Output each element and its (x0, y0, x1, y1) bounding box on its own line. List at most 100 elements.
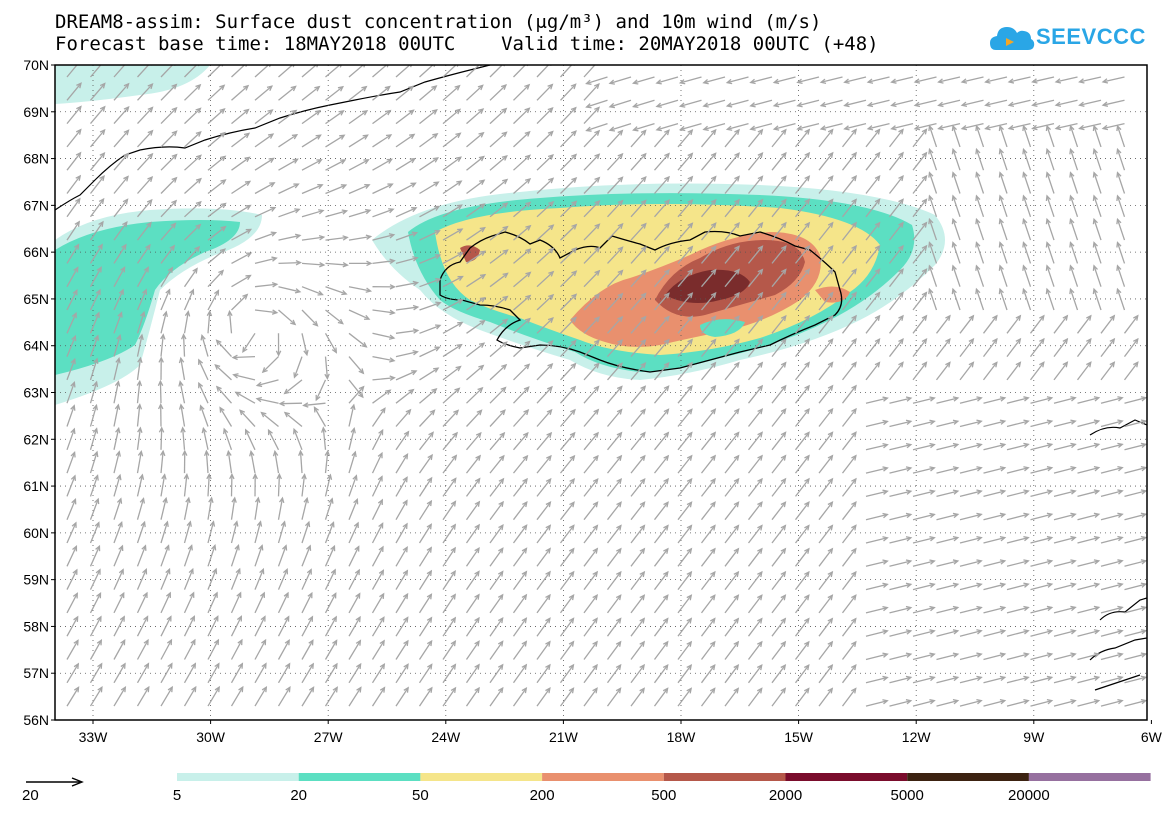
wind-arrow (960, 122, 984, 131)
seevccc-logo: SEEVCCC (988, 20, 1145, 56)
wind-arrow (89, 197, 105, 218)
wind-arrow (583, 339, 600, 358)
wind-arrow (1053, 337, 1069, 357)
wind-arrow (818, 128, 834, 148)
wind-arrow (184, 130, 202, 148)
colorbar-label: 50 (412, 787, 429, 804)
wind-arrow (465, 616, 480, 637)
wind-arrow (983, 466, 1007, 474)
lon-label: 15W (784, 729, 814, 745)
wind-arrow (489, 686, 504, 707)
wind-arrow (1022, 217, 1032, 241)
wind-arrow (818, 268, 834, 288)
wind-arrow (630, 501, 646, 521)
wind-arrow (395, 370, 418, 381)
wind-arrow (998, 171, 1008, 194)
wind-arrow (865, 582, 889, 591)
wind-arrow (1092, 147, 1102, 171)
wind-arrow (466, 431, 482, 451)
graticule (55, 65, 1147, 720)
wind-arrow (1077, 419, 1101, 428)
wind-arrow (889, 442, 913, 451)
colorbar-label: 5 (173, 787, 181, 804)
wind-arrow (536, 316, 554, 334)
wind-arrow (747, 501, 763, 521)
wind-arrow (865, 221, 881, 241)
lat-label: 62N (23, 431, 49, 447)
logo-text: SEEVCCC (1036, 24, 1146, 49)
wind-arrow (1031, 99, 1055, 107)
wind-arrow (489, 547, 504, 567)
longitude-labels: 33W 30W 27W 24W 21W 18W 15W 12W 9W 6W (79, 720, 1163, 745)
wind-arrow (889, 512, 913, 521)
lon-label: 12W (902, 729, 932, 745)
wind-arrow (66, 686, 80, 707)
wind-arrow (1006, 442, 1030, 451)
wind-arrow (771, 524, 787, 544)
wind-arrow (512, 663, 528, 684)
wind-arrow (583, 501, 599, 521)
wind-arrow (888, 291, 904, 311)
wind-arrow (1030, 559, 1054, 567)
wind-arrow (951, 124, 961, 148)
wind-arrow (113, 82, 130, 101)
wind-arrow (841, 244, 857, 264)
wind-arrow (583, 129, 601, 148)
wind-arrow (1053, 675, 1077, 684)
wind-arrow (278, 158, 299, 171)
wind-arrow (325, 262, 349, 268)
wind-arrow (975, 241, 985, 264)
wind-arrow (536, 524, 552, 544)
wind-arrow (66, 451, 76, 474)
wind-arrow (183, 496, 191, 520)
wind-arrow (372, 309, 396, 316)
lat-label: 70N (23, 57, 49, 73)
wind-arrow (912, 536, 936, 544)
wind-arrow (512, 454, 529, 474)
wind-arrow (442, 228, 464, 241)
wind-arrow (137, 83, 154, 101)
wind-arrow (181, 449, 188, 474)
wind-arrow (348, 260, 373, 267)
wind-arrow (630, 408, 646, 427)
wind-arrow (536, 106, 554, 125)
wind-arrow (89, 174, 105, 194)
map-title: DREAM8-assim: Surface dust concentration… (55, 11, 822, 33)
wind-arrow (371, 592, 385, 614)
wind-arrow (583, 617, 598, 637)
wind-arrow (583, 269, 601, 288)
wind-arrow (466, 203, 486, 218)
wind-arrow (747, 175, 764, 194)
wind-arrow (442, 365, 462, 381)
wind-arrow (301, 261, 326, 268)
wind-arrow (1077, 466, 1101, 474)
wind-arrow (583, 246, 601, 264)
wind-arrow (66, 243, 80, 264)
wind-arrow (1077, 442, 1101, 451)
wind-arrow (818, 314, 834, 334)
wind-arrow (794, 664, 810, 684)
lat-label: 58N (23, 618, 49, 634)
wind-arrow (583, 454, 599, 474)
wind-arrow (113, 334, 122, 357)
wind-arrow (630, 362, 647, 381)
wind-arrow (513, 83, 531, 101)
wind-arrow (254, 182, 276, 195)
wind-arrow (1053, 512, 1077, 521)
wind-arrow (395, 546, 408, 567)
wind-arrow (700, 431, 717, 451)
wind-arrow (1100, 512, 1124, 521)
wind-arrow (559, 570, 575, 590)
wind-arrow (560, 316, 577, 334)
wind-arrow (89, 544, 101, 567)
wind-arrow (324, 497, 334, 520)
wind-arrow (1030, 535, 1054, 544)
wind-arrow (724, 594, 740, 614)
wind-arrow (747, 198, 764, 218)
wind-arrow (184, 200, 202, 218)
wind-arrow (771, 291, 787, 311)
wind-arrow (771, 664, 787, 684)
wind-arrow (513, 107, 531, 125)
wind-arrow (747, 640, 763, 660)
wind-arrow (136, 449, 144, 474)
